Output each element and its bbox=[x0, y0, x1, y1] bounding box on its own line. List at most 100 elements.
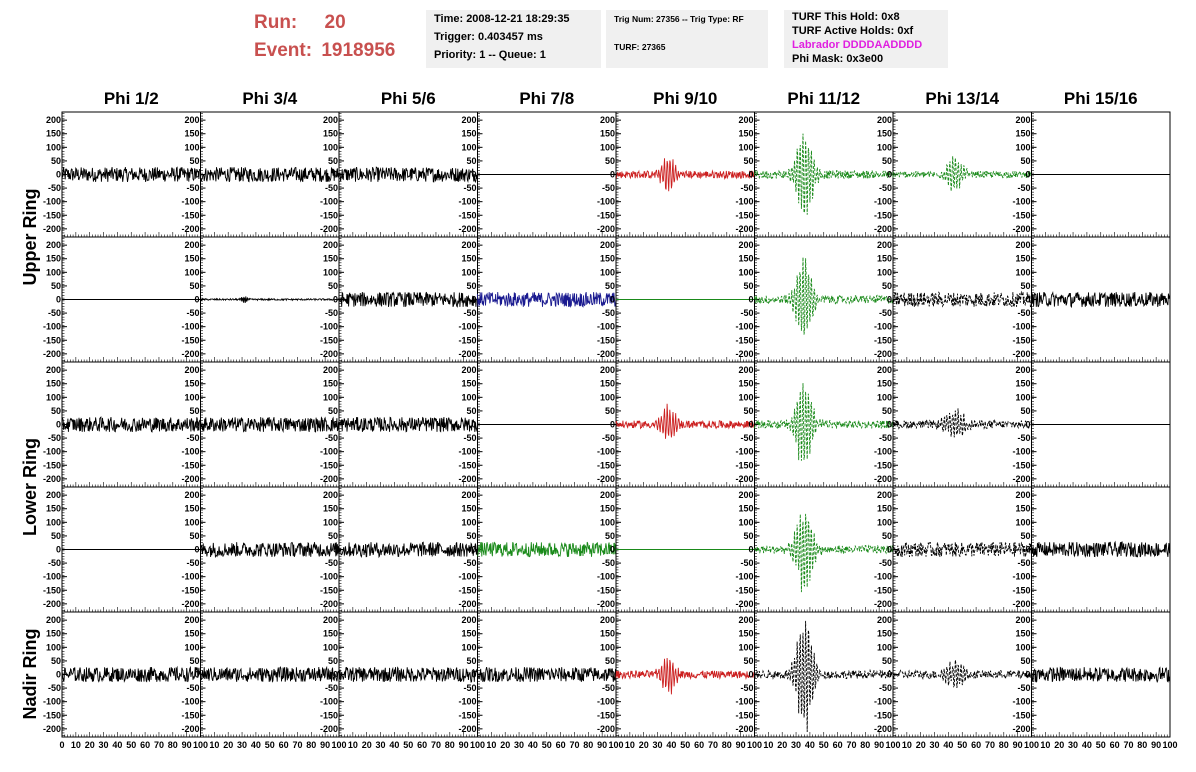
y-tick-label: 200 bbox=[1015, 115, 1030, 125]
y-tick-label: -50 bbox=[463, 308, 476, 318]
waveform-r2-c4 bbox=[477, 291, 617, 308]
x-tick-label: 20 bbox=[916, 740, 926, 750]
y-tick-label: 100 bbox=[184, 267, 199, 277]
y-tick-label: 150 bbox=[877, 254, 892, 264]
x-tick-label: 40 bbox=[251, 740, 261, 750]
y-tick-label: 150 bbox=[46, 504, 61, 514]
y-tick-label: 200 bbox=[600, 115, 615, 125]
y-tick-label: 150 bbox=[600, 129, 615, 139]
x-tick-label: 30 bbox=[653, 740, 663, 750]
y-tick-label: 200 bbox=[184, 240, 199, 250]
y-tick-label: 0 bbox=[610, 295, 615, 305]
event-label: Event: bbox=[254, 40, 313, 61]
y-tick-label: -100 bbox=[597, 197, 615, 207]
y-tick-label: -50 bbox=[602, 683, 615, 693]
y-tick-label: 100 bbox=[323, 642, 338, 652]
y-tick-label: -150 bbox=[320, 210, 338, 220]
y-tick-label: -200 bbox=[181, 599, 199, 609]
y-tick-label: -150 bbox=[735, 210, 753, 220]
y-tick-label: -200 bbox=[181, 349, 199, 359]
waveform-r5-c8 bbox=[1031, 666, 1171, 683]
y-tick-label: 150 bbox=[600, 379, 615, 389]
y-tick-label: 50 bbox=[189, 406, 199, 416]
y-tick-label: 50 bbox=[1020, 531, 1030, 541]
y-tick-label: 0 bbox=[887, 670, 892, 680]
y-tick-label: 100 bbox=[46, 517, 61, 527]
y-tick-label: 150 bbox=[461, 379, 476, 389]
y-tick-label: 0 bbox=[1025, 545, 1030, 555]
y-tick-label: 50 bbox=[882, 156, 892, 166]
y-tick-label: 100 bbox=[600, 267, 615, 277]
y-tick-label: -100 bbox=[1012, 447, 1030, 457]
y-tick-label: 0 bbox=[471, 420, 476, 430]
y-tick-label: 200 bbox=[461, 115, 476, 125]
waveform-r4-c7 bbox=[892, 541, 1032, 557]
y-tick-label: -150 bbox=[320, 460, 338, 470]
waveform-r5-c1 bbox=[61, 665, 201, 683]
x-tick-label: 100 bbox=[1024, 740, 1039, 750]
y-tick-label: 0 bbox=[610, 170, 615, 180]
waveform-r2-c2 bbox=[200, 296, 340, 303]
y-tick-label: -150 bbox=[458, 710, 476, 720]
y-tick-label: -200 bbox=[181, 224, 199, 234]
y-tick-label: 150 bbox=[184, 504, 199, 514]
y-tick-label: 200 bbox=[461, 490, 476, 500]
waveform-r2-c8 bbox=[1031, 291, 1171, 309]
x-tick-label: 70 bbox=[1123, 740, 1133, 750]
y-tick-label: 100 bbox=[461, 392, 476, 402]
y-tick-label: 150 bbox=[600, 629, 615, 639]
y-tick-label: -150 bbox=[320, 335, 338, 345]
y-tick-label: -200 bbox=[597, 224, 615, 234]
y-tick-label: -200 bbox=[458, 724, 476, 734]
y-tick-label: -200 bbox=[874, 599, 892, 609]
y-tick-label: -100 bbox=[458, 697, 476, 707]
y-tick-label: 0 bbox=[610, 420, 615, 430]
y-tick-label: 150 bbox=[461, 629, 476, 639]
waveform-r1-c2 bbox=[200, 167, 340, 183]
y-tick-label: -50 bbox=[740, 433, 753, 443]
x-tick-label: 50 bbox=[542, 740, 552, 750]
x-tick-label: 90 bbox=[459, 740, 469, 750]
y-tick-label: 0 bbox=[748, 545, 753, 555]
waveform-r3-c3 bbox=[338, 416, 478, 433]
y-tick-label: -200 bbox=[735, 724, 753, 734]
y-tick-label: -200 bbox=[1012, 349, 1030, 359]
y-tick-label: 50 bbox=[882, 656, 892, 666]
y-tick-label: 100 bbox=[738, 267, 753, 277]
y-tick-label: 150 bbox=[323, 629, 338, 639]
y-tick-label: -200 bbox=[320, 724, 338, 734]
y-tick-label: 50 bbox=[605, 156, 615, 166]
ring-title-upper-ring: Upper Ring bbox=[20, 189, 40, 286]
y-tick-label: 100 bbox=[323, 517, 338, 527]
y-tick-label: 150 bbox=[46, 129, 61, 139]
x-tick-label: 80 bbox=[306, 740, 316, 750]
y-tick-label: 50 bbox=[466, 656, 476, 666]
y-tick-label: -200 bbox=[1012, 474, 1030, 484]
x-tick-label: 20 bbox=[777, 740, 787, 750]
y-tick-label: 100 bbox=[461, 517, 476, 527]
y-tick-label: 0 bbox=[194, 420, 199, 430]
y-tick-label: -200 bbox=[43, 474, 61, 484]
y-tick-label: 0 bbox=[194, 170, 199, 180]
y-tick-label: -150 bbox=[597, 460, 615, 470]
x-tick-label: 10 bbox=[348, 740, 358, 750]
y-tick-label: -50 bbox=[325, 558, 338, 568]
y-tick-label: 150 bbox=[600, 254, 615, 264]
y-tick-label: 100 bbox=[184, 392, 199, 402]
waveform-r3-c2 bbox=[200, 416, 340, 433]
y-tick-label: 50 bbox=[51, 656, 61, 666]
x-tick-label: 10 bbox=[902, 740, 912, 750]
y-tick-label: -50 bbox=[463, 683, 476, 693]
x-tick-label: 30 bbox=[930, 740, 940, 750]
y-tick-label: 0 bbox=[56, 420, 61, 430]
y-tick-label: 150 bbox=[738, 379, 753, 389]
y-tick-label: -200 bbox=[735, 599, 753, 609]
y-tick-label: -100 bbox=[597, 572, 615, 582]
y-tick-label: -100 bbox=[181, 197, 199, 207]
y-tick-label: -150 bbox=[1012, 710, 1030, 720]
y-tick-label: -200 bbox=[1012, 599, 1030, 609]
turf-this-hold-line: TURF This Hold: 0x8 bbox=[792, 11, 900, 23]
y-tick-label: 100 bbox=[46, 642, 61, 652]
y-tick-label: 50 bbox=[743, 281, 753, 291]
